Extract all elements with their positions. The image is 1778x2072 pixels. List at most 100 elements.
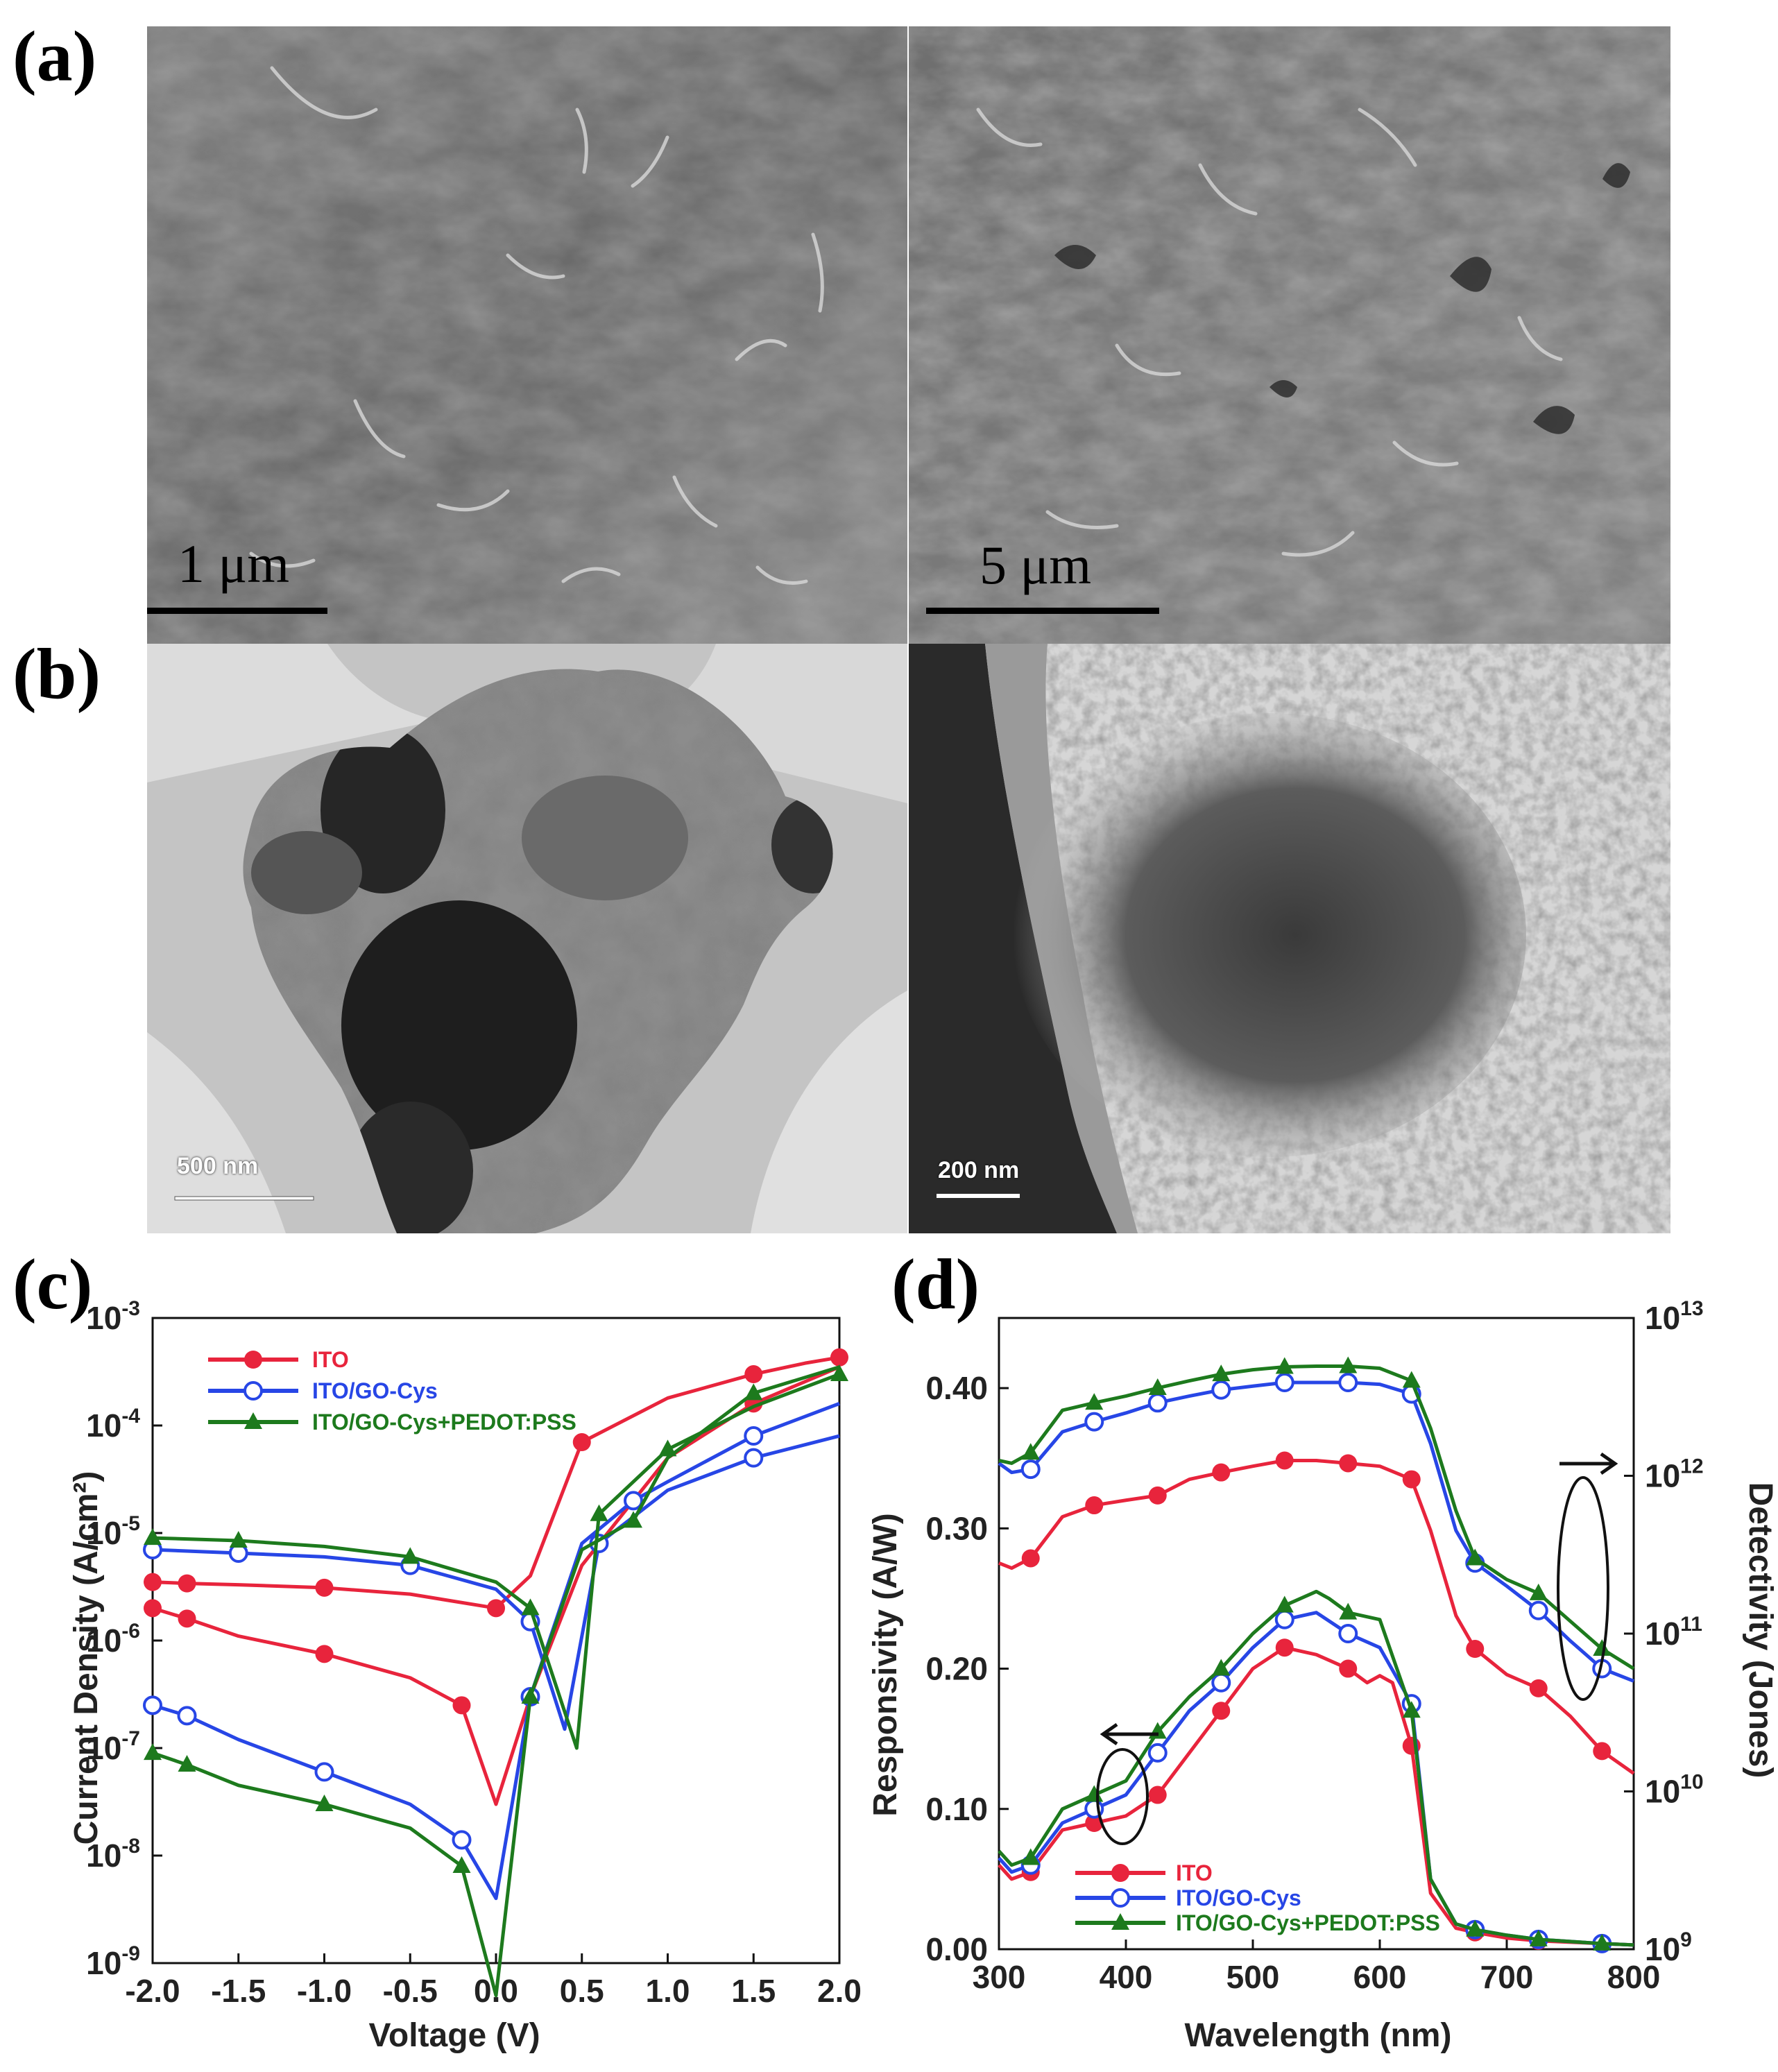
chart-c-series-1 bbox=[143, 1402, 840, 1901]
chart-c-data-point bbox=[315, 1795, 334, 1812]
chart-d-legend-label: ITO bbox=[1176, 1860, 1213, 1885]
chart-d-y2-tick-label: 1010 bbox=[1645, 1771, 1704, 1810]
chart-c-data-point bbox=[521, 1687, 540, 1704]
chart-d-data-point bbox=[1211, 1380, 1231, 1400]
chart-d-data-point bbox=[1275, 1451, 1294, 1470]
chart-d-data-point bbox=[1275, 1638, 1294, 1657]
chart-c-series-line bbox=[152, 1365, 840, 1998]
chart-c-data-point bbox=[229, 1530, 248, 1548]
chart-d-y-tick-label: 0.40 bbox=[925, 1370, 988, 1406]
chart-d: Wavelength (nm) Responsivity (A/W) Detec… bbox=[867, 1297, 1778, 2060]
chart-c-series-2 bbox=[144, 1364, 848, 1998]
chart-d-data-point bbox=[1212, 1364, 1231, 1382]
chart-d-data-point bbox=[1274, 1609, 1294, 1629]
chart-c-svg: Voltage (V) Current Density (A/cm²) -2.0… bbox=[68, 1297, 862, 2054]
chart-c-data-point bbox=[744, 1426, 764, 1446]
chart-c-data-point bbox=[314, 1762, 334, 1782]
chart-c-data-point bbox=[744, 1383, 763, 1401]
chart-c-data-point bbox=[144, 1528, 162, 1546]
chart-d-x-tick-label: 500 bbox=[1226, 1959, 1280, 1995]
chart-c-legend-label: ITO/GO-Cys+PEDOT:PSS bbox=[312, 1410, 576, 1435]
chart-d-data-point bbox=[1338, 1624, 1358, 1643]
chart-d-data-point bbox=[1402, 1470, 1421, 1489]
chart-c-legend: ITO ITO/GO-Cys ITO/GO-Cys+PEDOT:PSS bbox=[208, 1347, 576, 1435]
chart-d-data-point bbox=[1085, 1814, 1104, 1832]
chart-d-y-axis-title: Responsivity (A/W) bbox=[867, 1513, 904, 1816]
chart-c-legend-marker bbox=[244, 1412, 262, 1429]
chart-d-data-point bbox=[1212, 1702, 1231, 1720]
chart-d-data-point bbox=[1147, 1743, 1168, 1763]
chart-d-data-point bbox=[1466, 1919, 1485, 1937]
chart-c-data-point bbox=[521, 1598, 540, 1616]
chart-d-detectivity-line bbox=[998, 1380, 1634, 1683]
chart-c-x-tick-label: 1.5 bbox=[731, 1973, 776, 2009]
chart-c-x-tick-label: -0.5 bbox=[383, 1973, 438, 2009]
chart-d-data-point bbox=[1147, 1393, 1168, 1413]
chart-c-x-axis-title: Voltage (V) bbox=[368, 2017, 540, 2054]
tem-right-scale-label: 200 nm bbox=[938, 1157, 1020, 1183]
chart-c-data-point bbox=[572, 1433, 591, 1452]
chart-d-legend-label: ITO/GO-Cys+PEDOT:PSS bbox=[1176, 1910, 1440, 1935]
chart-c-y-tick-label: 10-9 bbox=[86, 1942, 140, 1981]
chart-d-data-point bbox=[1593, 1933, 1612, 1951]
chart-d-legend-marker bbox=[1111, 1888, 1130, 1908]
chart-c-data-point bbox=[143, 1695, 162, 1715]
chart-d-y2-tick-label: 1013 bbox=[1645, 1297, 1704, 1336]
sem-image-left bbox=[147, 26, 907, 644]
chart-d-x-tick-label: 400 bbox=[1100, 1959, 1153, 1995]
chart-d-legend-marker bbox=[1111, 1864, 1129, 1882]
chart-d-series-0 bbox=[998, 1451, 1635, 1953]
panel-a-label: (a) bbox=[12, 17, 97, 96]
chart-c-data-point bbox=[401, 1547, 420, 1564]
chart-d-data-point bbox=[1021, 1848, 1040, 1865]
chart-d-data-point bbox=[1211, 1672, 1231, 1693]
chart-d-y-tick-label: 0.30 bbox=[925, 1510, 988, 1546]
chart-d-responsivity-line bbox=[998, 1589, 1634, 1947]
chart-d-responsivity-line bbox=[998, 1611, 1634, 1947]
chart-d-x-tick-label: 300 bbox=[973, 1959, 1026, 1995]
chart-c-x-tick-label: -1.5 bbox=[211, 1973, 266, 2009]
chart-d-detectivity-ellipse bbox=[1557, 1476, 1609, 1701]
chart-d-data-point bbox=[1148, 1486, 1167, 1505]
chart-c: Voltage (V) Current Density (A/cm²) -2.0… bbox=[0, 1297, 874, 2060]
chart-c-series-line bbox=[152, 1372, 840, 1750]
chart-d-data-point bbox=[1529, 1929, 1548, 1946]
chart-d-y2-tick-label: 109 bbox=[1645, 1928, 1692, 1967]
chart-c-data-point bbox=[830, 1348, 848, 1367]
chart-c-data-point bbox=[178, 1755, 196, 1772]
chart-c-data-point bbox=[315, 1578, 334, 1597]
chart-d-responsivity-ellipse bbox=[1096, 1748, 1149, 1845]
chart-c-legend-marker bbox=[244, 1351, 262, 1369]
chart-c-data-point bbox=[624, 1511, 642, 1528]
chart-c-y-tick-label: 10-5 bbox=[86, 1512, 140, 1551]
panel-d-label: (d) bbox=[891, 1244, 980, 1324]
chart-c-data-point bbox=[178, 1609, 196, 1628]
sem-left-scale-label: 1 μm bbox=[178, 533, 289, 594]
chart-c-data-point bbox=[744, 1448, 764, 1468]
chart-c-data-point bbox=[144, 1573, 162, 1591]
chart-d-data-point bbox=[1339, 1454, 1358, 1473]
chart-d-data-point bbox=[1529, 1679, 1548, 1697]
chart-c-legend-label: ITO/GO-Cys bbox=[312, 1378, 438, 1403]
chart-d-legend-label: ITO/GO-Cys bbox=[1176, 1885, 1301, 1910]
chart-d-data-point bbox=[1148, 1786, 1167, 1804]
chart-d-svg: Wavelength (nm) Responsivity (A/W) Detec… bbox=[867, 1297, 1778, 2054]
chart-c-data-point bbox=[452, 1856, 471, 1874]
chart-c-data-point bbox=[624, 1491, 643, 1511]
chart-d-data-point bbox=[1593, 1742, 1612, 1761]
chart-d-data-point bbox=[1339, 1356, 1358, 1373]
chart-d-series-2 bbox=[998, 1356, 1635, 1951]
chart-d-y-tick-label: 0.00 bbox=[925, 1931, 988, 1967]
sem-image-right bbox=[909, 26, 1670, 644]
chart-d-x-tick-label: 600 bbox=[1353, 1959, 1407, 1995]
chart-d-left-arrow bbox=[1100, 1722, 1159, 1746]
chart-d-y-tick-label: 0.10 bbox=[925, 1791, 988, 1827]
chart-c-data-point bbox=[590, 1504, 608, 1521]
chart-c-y-tick-label: 10-6 bbox=[86, 1620, 140, 1659]
chart-d-data-point bbox=[1085, 1496, 1104, 1515]
chart-d-y2-axis-title: Detectivity (Jones) bbox=[1742, 1482, 1778, 1779]
chart-d-legend-marker bbox=[1111, 1913, 1129, 1930]
chart-d-data-point bbox=[1338, 1373, 1358, 1393]
chart-c-series-line bbox=[152, 1402, 840, 1901]
